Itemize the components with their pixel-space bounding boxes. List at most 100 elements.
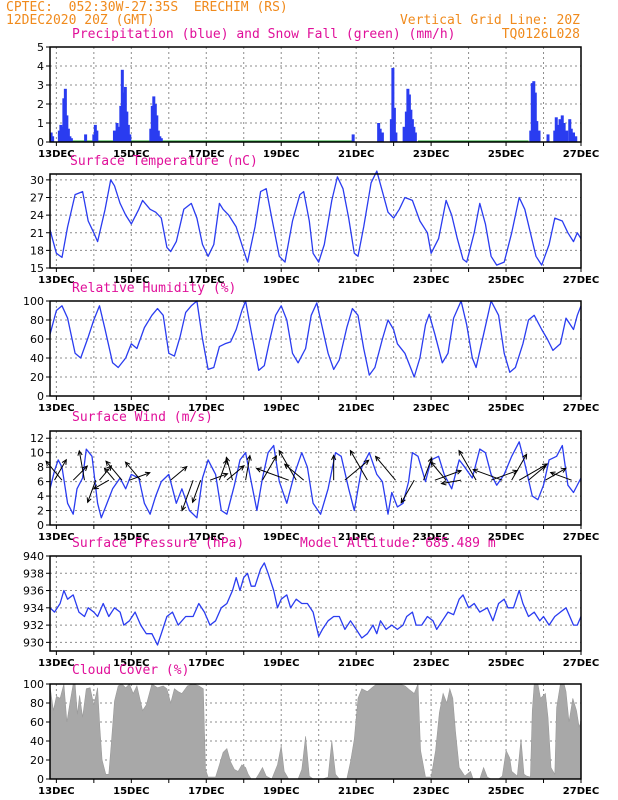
y-tick-label-cloud: 40 — [30, 735, 44, 748]
wind-arrow — [400, 479, 415, 503]
wind-arrow-head — [278, 449, 284, 456]
y-tick-label-temp: 30 — [30, 174, 44, 187]
panel-title-wind: Surface Wind (m/s) — [72, 410, 213, 425]
wind-arrow — [490, 470, 518, 481]
y-tick-label-wind: 6 — [37, 476, 44, 489]
y-tick-label-cloud: 60 — [30, 716, 44, 729]
wind-arrow-head — [549, 471, 556, 477]
x-tick-label-cloud: 27DEC — [563, 786, 599, 797]
wind-arrow — [209, 473, 228, 481]
precip-bar — [574, 136, 578, 142]
precip-bar — [556, 124, 560, 142]
x-tick-label-pres: 13DEC — [38, 658, 74, 669]
wind-arrow — [511, 454, 527, 481]
wind-arrow-head — [522, 453, 528, 460]
x-tick-label-rh: 21DEC — [338, 403, 374, 414]
wind-arrow-head — [374, 455, 381, 462]
x-tick-label-temp: 25DEC — [488, 275, 524, 286]
wind-arrow-head — [181, 465, 188, 472]
precip-bar — [533, 92, 537, 142]
y-tick-label-precip: 0 — [37, 136, 44, 149]
panel-frame-pres — [49, 555, 582, 652]
panel-title-rh: Relative Humidity (%) — [72, 281, 236, 296]
panel-title-temp: Surface Temperature (nC) — [70, 154, 258, 169]
x-tick-label-cloud: 23DEC — [413, 786, 449, 797]
series-line-pres — [49, 562, 582, 646]
wind-arrow-head — [331, 454, 337, 461]
wind-arrow-head — [222, 472, 229, 478]
x-tick-label-cloud: 19DEC — [263, 786, 299, 797]
wind-arrow — [284, 463, 305, 481]
y-tick-label-wind: 2 — [37, 505, 44, 518]
wind-arrow — [434, 470, 462, 481]
wind-arrow — [528, 465, 546, 481]
x-tick-label-pres: 21DEC — [338, 658, 374, 669]
wind-arrow — [441, 479, 462, 485]
wind-arrow — [93, 479, 110, 490]
wind-arrow — [87, 479, 97, 503]
wind-arrow — [104, 467, 115, 481]
y-tick-label-precip: 5 — [37, 41, 44, 54]
wind-arrow — [125, 461, 142, 481]
x-tick-label-precip: 21DEC — [338, 149, 374, 160]
wind-arrow-head — [283, 463, 290, 469]
panel-frame-rh — [49, 300, 582, 397]
wind-arrow — [72, 465, 88, 481]
wind-arrow — [45, 460, 63, 481]
y-tick-label-rh: 100 — [23, 295, 44, 308]
panel-title-precip: Precipitation (blue) and Snow Fall (gree… — [72, 27, 456, 42]
wind-arrow — [458, 450, 477, 481]
wind-arrow — [430, 461, 447, 481]
precip-bar — [546, 134, 550, 142]
x-tick-label-cloud: 25DEC — [488, 786, 524, 797]
y-tick-label-cloud: 100 — [23, 678, 44, 691]
x-tick-label-cloud: 21DEC — [338, 786, 374, 797]
panel-frame-cloud — [49, 683, 582, 780]
wind-arrow-head — [181, 505, 187, 512]
wind-arrow — [218, 459, 228, 481]
precip-bar — [159, 138, 163, 142]
wind-arrow-head — [82, 465, 89, 472]
precip-bar — [413, 132, 417, 142]
precip-bar — [535, 121, 539, 142]
y-tick-label-pres: 932 — [23, 619, 44, 632]
y-tick-label-rh: 0 — [37, 390, 44, 403]
wind-arrow — [344, 459, 369, 481]
x-tick-label-rh: 15DEC — [113, 403, 149, 414]
x-tick-label-rh: 13DEC — [38, 403, 74, 414]
precip-bar — [84, 134, 88, 142]
wind-arrow — [245, 455, 251, 481]
wind-arrow-head — [472, 468, 479, 474]
y-tick-label-precip: 2 — [37, 98, 44, 111]
series-line-temp — [49, 170, 582, 266]
x-tick-label-temp: 13DEC — [38, 275, 74, 286]
y-tick-label-precip: 4 — [37, 60, 44, 73]
y-tick-label-precip: 1 — [37, 117, 44, 130]
wind-arrow — [550, 472, 572, 481]
y-tick-label-temp: 18 — [30, 244, 44, 257]
precip-bar — [95, 130, 99, 142]
x-tick-label-rh: 23DEC — [413, 403, 449, 414]
y-tick-label-temp: 24 — [30, 209, 44, 222]
y-tick-label-rh: 80 — [30, 314, 44, 327]
wind-arrow — [129, 472, 151, 481]
wind-arrow-head — [246, 454, 252, 461]
x-tick-label-pres: 19DEC — [263, 658, 299, 669]
wind-arrow — [225, 457, 233, 481]
x-tick-label-temp: 17DEC — [188, 275, 224, 286]
wind-arrow — [375, 456, 396, 481]
precip-bar — [558, 119, 562, 142]
wind-arrow-head — [92, 484, 99, 490]
x-tick-label-precip: 15DEC — [113, 149, 149, 160]
x-tick-label-cloud: 15DEC — [113, 786, 149, 797]
precip-bar — [380, 132, 384, 142]
x-tick-label-cloud: 13DEC — [38, 786, 74, 797]
wind-arrow-head — [124, 461, 131, 468]
x-tick-label-wind: 17DEC — [188, 532, 224, 543]
x-tick-label-rh: 17DEC — [188, 403, 224, 414]
precip-bar — [155, 115, 159, 142]
x-tick-label-wind: 15DEC — [113, 532, 149, 543]
wind-arrow-head — [540, 465, 547, 472]
panel-title-cloud: Cloud Cover (%) — [72, 663, 189, 678]
series-line-wind — [49, 441, 582, 519]
